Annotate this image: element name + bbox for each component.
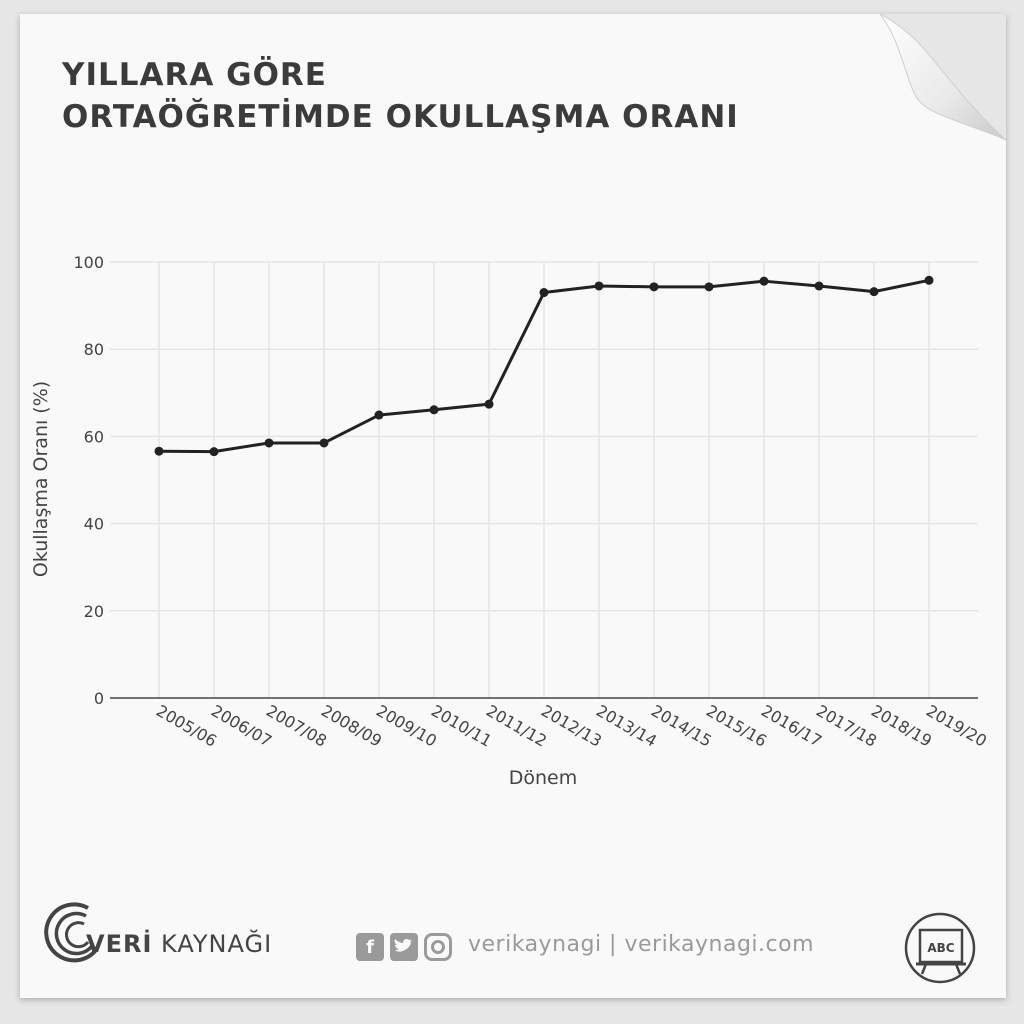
data-point[interactable] <box>924 275 934 285</box>
title-line-1: YILLARA GÖRE <box>62 57 327 93</box>
y-axis-label: Okullaşma Oranı (%) <box>30 381 52 577</box>
y-tick-label: 40 <box>84 515 104 534</box>
data-point[interactable] <box>539 288 549 298</box>
data-point[interactable] <box>814 281 824 291</box>
grid-layer <box>110 261 978 698</box>
social-handles[interactable]: verikaynagi | verikaynagi.com <box>468 932 815 957</box>
brand-name: VERİ KAYNAĞI <box>86 930 272 958</box>
x-tick-label: 2016/17 <box>758 701 825 751</box>
data-point[interactable] <box>154 446 164 456</box>
x-tick-label: 2010/11 <box>428 701 495 751</box>
y-tick-label: 0 <box>94 689 104 708</box>
data-point[interactable] <box>264 438 274 448</box>
x-axis-label: Dönem <box>509 767 578 789</box>
twitter-icon[interactable] <box>390 933 418 961</box>
data-point[interactable] <box>869 287 879 297</box>
y-tick-label: 100 <box>73 253 104 272</box>
data-point[interactable] <box>759 276 769 286</box>
axis-layer: 0 20 40 60 80 100 2005/062006/072007/082008/09… <box>73 253 990 751</box>
x-tick-label: 2018/19 <box>868 701 935 751</box>
data-point[interactable] <box>374 410 384 420</box>
abc-badge-text: ABC <box>927 941 954 955</box>
data-point[interactable] <box>429 405 439 415</box>
paper-background <box>20 14 1006 998</box>
x-tick-label: 2014/15 <box>648 701 715 751</box>
page-title: YILLARA GÖRE ORTAÖĞRETİMDE OKULLAŞMA ORA… <box>62 54 739 138</box>
x-tick-label: 2008/09 <box>318 701 385 751</box>
brand-name-bold: VERİ <box>86 930 153 958</box>
data-point[interactable] <box>704 282 714 292</box>
x-tick-label: 2005/06 <box>153 701 220 751</box>
facebook-icon[interactable]: f <box>356 933 384 961</box>
x-tick-label: 2006/07 <box>208 701 275 751</box>
y-tick-label: 80 <box>84 340 104 359</box>
veri-kaynagi-logo-icon <box>44 902 98 963</box>
x-tick-label: 2013/14 <box>593 701 660 751</box>
y-tick-label: 20 <box>84 602 104 621</box>
abc-board-icon: ABC <box>904 912 976 984</box>
series-layer <box>154 275 934 457</box>
x-tick-label: 2015/16 <box>703 701 770 751</box>
brand-name-rest: KAYNAĞI <box>152 930 273 958</box>
instagram-icon[interactable] <box>424 933 452 961</box>
y-tick-label: 60 <box>84 427 104 446</box>
x-tick-label: 2011/12 <box>483 701 550 751</box>
data-point[interactable] <box>319 438 329 448</box>
data-point[interactable] <box>209 447 219 457</box>
x-tick-label: 2012/13 <box>538 701 605 751</box>
x-tick-label: 2017/18 <box>813 701 880 751</box>
social-icons: f <box>356 933 452 961</box>
title-line-2: ORTAÖĞRETİMDE OKULLAŞMA ORANI <box>62 99 739 135</box>
x-tick-label: 2019/20 <box>923 701 990 751</box>
data-point[interactable] <box>594 281 604 291</box>
x-tick-label: 2007/08 <box>263 701 330 751</box>
data-point[interactable] <box>649 282 659 292</box>
x-tick-label: 2009/10 <box>373 701 440 751</box>
data-point[interactable] <box>484 399 494 409</box>
